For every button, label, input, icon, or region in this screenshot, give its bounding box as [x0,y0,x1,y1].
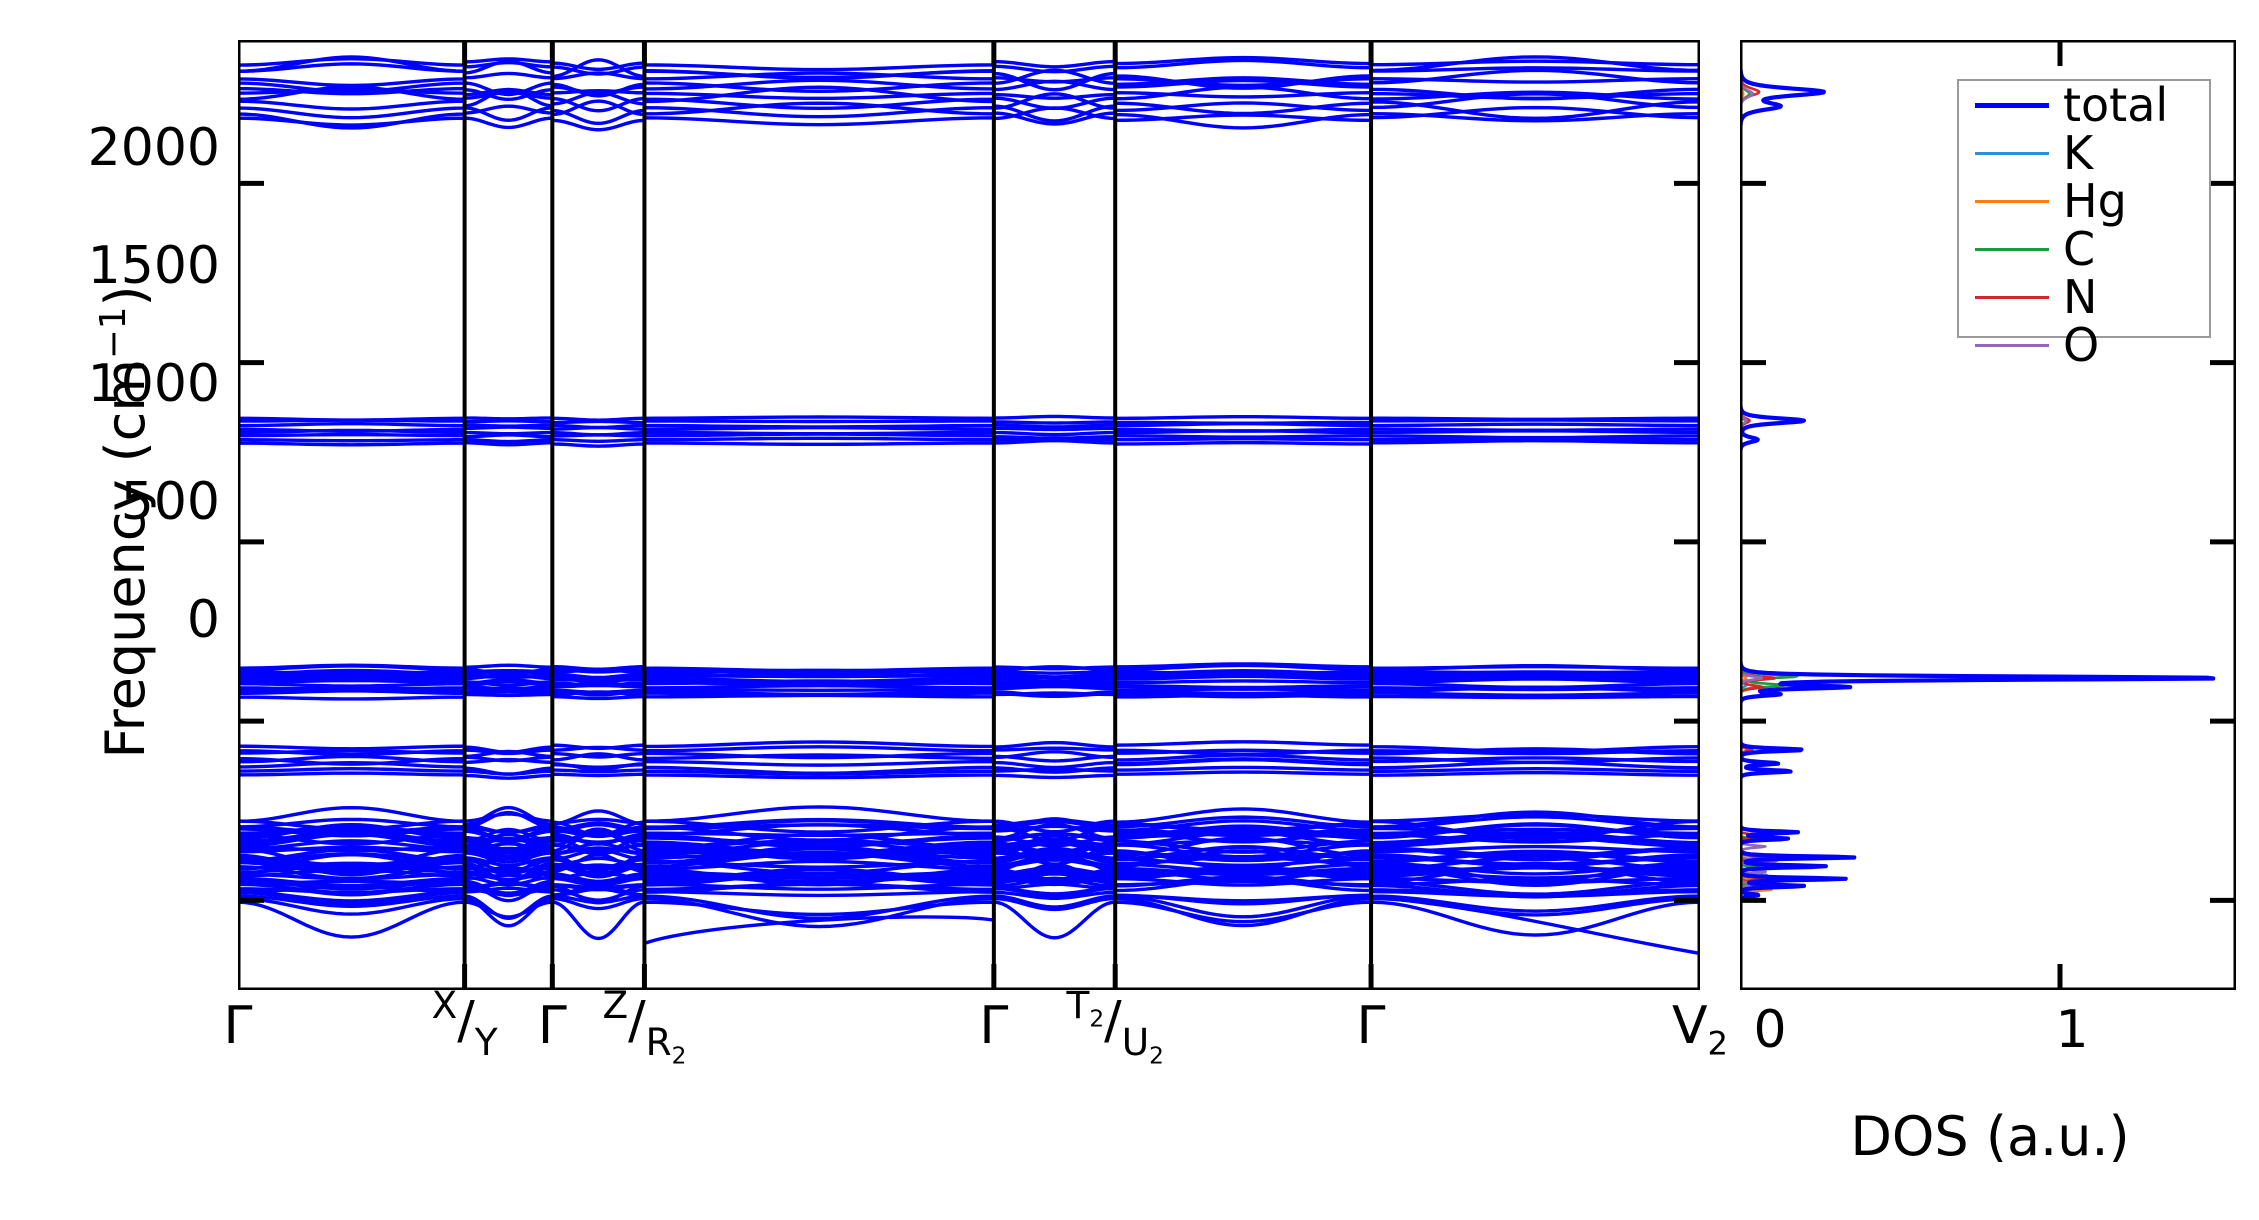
y-tick-label-column: 2000 1500 1000 500 0 [20,0,220,1220]
y-tick-label: 1500 [87,236,220,296]
legend-item: Hg [1959,177,2209,225]
y-tick-label: 2000 [87,118,220,178]
dos-x-tick-label: 1 [2055,1000,2089,1060]
dos-plot [1740,40,2236,990]
legend-item: K [1959,129,2209,177]
high-symmetry-vertical-lines [462,40,1374,990]
legend-swatch-N [1975,295,2049,299]
x-tick-label: Γ [537,996,567,1056]
legend-item: O [1959,321,2209,369]
legend-swatch-Hg [1975,199,2049,203]
legend-item: total [1959,81,2209,129]
legend: total K Hg C N O [1957,79,2211,368]
legend-item: C [1959,225,2209,273]
dos-axis-ticks [1740,40,2236,990]
legend-swatch-C [1975,247,2049,251]
x-tick-label: T2/U2 [1066,983,1164,1070]
legend-label: C [2063,222,2096,276]
legend-label: total [2063,78,2169,132]
y-tick-label: 0 [186,590,220,650]
band-lines [238,55,1700,956]
x-tick-label: Γ [223,996,253,1056]
band-axis-ticks [238,40,1700,990]
legend-label: Hg [2063,174,2127,228]
x-tick-label: Γ [979,996,1009,1056]
x-tick-label: X/Y [431,983,498,1064]
legend-swatch-total [1975,102,2049,108]
legend-label: N [2063,270,2098,324]
band-structure-plot [238,40,1700,990]
dos-x-tick-label: 0 [1753,1000,1787,1060]
x-tick-label: Γ [1356,996,1386,1056]
y-tick-label: 1000 [87,354,220,414]
dos-axis-label: DOS (a.u.) [1850,1105,2130,1168]
legend-label: K [2063,126,2094,180]
y-tick-label: 500 [120,472,220,532]
x-tick-label: V2 [1671,996,1729,1063]
legend-item: N [1959,273,2209,321]
dos-curve-total [1740,40,2216,990]
legend-swatch-K [1975,151,2049,155]
x-tick-label: Z/R2 [602,983,687,1070]
legend-label: O [2063,318,2100,372]
legend-swatch-O [1975,343,2049,347]
